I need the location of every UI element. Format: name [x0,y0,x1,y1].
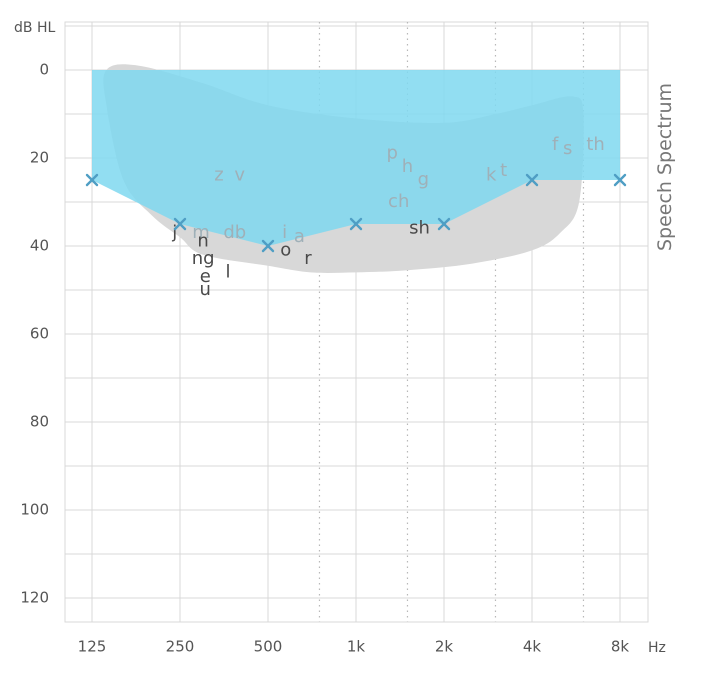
threshold-marker [525,173,539,187]
phoneme-label: ng [192,248,215,269]
phoneme-label: j [171,222,177,243]
axis-labels: 0 20 40 60 80 100 120 125 250 500 1k 2k 4k 8k [20,61,629,656]
threshold-marker [349,217,363,231]
phoneme-label: e [200,266,211,287]
x-tick-label: 500 [254,638,283,656]
y-tick-label: 80 [30,413,49,431]
phoneme-label: v [234,165,245,186]
phoneme-label: s [563,138,572,159]
threshold-marker [613,173,627,187]
threshold-marker [85,173,99,187]
y-tick-label: 100 [20,501,49,519]
threshold-area [92,70,620,246]
phoneme-label: th [586,134,604,155]
x-unit-label: Hz [648,640,666,656]
x-tick-label: 250 [166,638,195,656]
phoneme-label: z [214,165,223,186]
phoneme-label: p [386,143,397,164]
x-tick-label: 125 [78,638,107,656]
phoneme-label: r [304,248,312,269]
phoneme-label: m [192,222,210,243]
threshold-markers [85,173,627,253]
phoneme-label: n [197,231,208,252]
speech-spectrum-label: Speech Spectrum [654,83,676,251]
phoneme-label: sh [409,217,430,238]
x-tick-label: 2k [435,638,454,656]
phoneme-label: i [282,222,287,243]
phoneme-label: k [486,165,497,186]
phoneme-label: f [552,134,559,155]
phoneme-label: u [200,279,211,300]
phoneme-label: ch [388,191,409,212]
hearing-loss-area [92,70,620,246]
threshold-marker [437,217,451,231]
x-tick-label: 8k [611,638,630,656]
phoneme-label: db [223,222,246,243]
phoneme-label: g [418,169,429,190]
x-tick-label: 1k [347,638,366,656]
x-tick-label: 4k [523,638,542,656]
phoneme-label: l [226,261,231,282]
y-tick-label: 20 [30,149,49,167]
y-tick-label: 0 [39,61,49,79]
y-tick-label: 120 [20,589,49,607]
threshold-marker [173,217,187,231]
y-tick-label: 40 [30,237,49,255]
y-unit-label: dB HL [14,20,55,36]
phoneme-label: t [500,160,507,181]
phoneme-label: h [402,156,413,177]
phoneme-label: a [294,226,305,247]
threshold-marker [261,239,275,253]
y-tick-label: 60 [30,325,49,343]
phoneme-label: o [280,239,291,260]
